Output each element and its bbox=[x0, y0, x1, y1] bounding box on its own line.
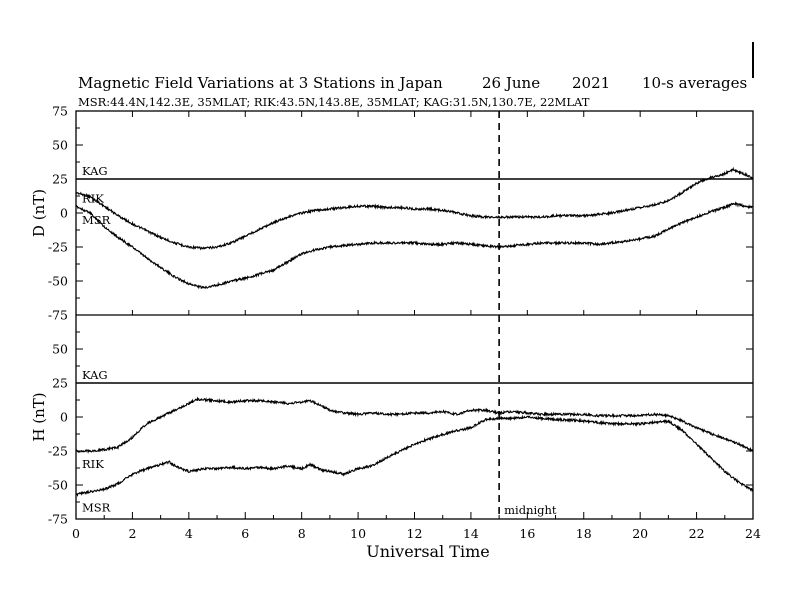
y-tick-label: 75 bbox=[52, 104, 68, 119]
y-axis-label-h: H (nT) bbox=[30, 392, 48, 441]
y-axis-label-d: D (nT) bbox=[30, 189, 48, 237]
series-line-msr-h bbox=[75, 414, 754, 497]
x-tick-label: 24 bbox=[745, 526, 761, 541]
y-tick-label: 50 bbox=[52, 138, 68, 153]
y-tick-label: -25 bbox=[48, 444, 68, 459]
x-tick-label: 14 bbox=[463, 526, 479, 541]
chart-title: Magnetic Field Variations at 3 Stations … bbox=[78, 74, 443, 92]
stations-info: MSR:44.4N,142.3E, 35MLAT; RIK:43.5N,143.… bbox=[78, 95, 590, 109]
y-tick-label: -50 bbox=[48, 274, 68, 289]
x-tick-label: 16 bbox=[519, 526, 535, 541]
midnight-label: midnight bbox=[504, 503, 557, 517]
y-tick-label: -50 bbox=[48, 478, 68, 493]
y-tick-label: -25 bbox=[48, 240, 68, 255]
x-tick-label: 10 bbox=[350, 526, 366, 541]
x-axis-label: Universal Time bbox=[366, 542, 489, 561]
series-label-msr: MSR bbox=[82, 501, 111, 515]
series-line-rik-d bbox=[75, 166, 754, 251]
x-tick-label: 8 bbox=[298, 526, 306, 541]
series-label-rik: RIK bbox=[82, 457, 104, 471]
series-line-rik-h bbox=[75, 396, 754, 454]
chart-averaging: 10-s averages bbox=[642, 74, 747, 92]
x-tick-label: 0 bbox=[72, 526, 80, 541]
chart-date: 26 June bbox=[482, 74, 540, 92]
y-tick-label: -75 bbox=[48, 512, 68, 527]
chart-year: 2021 bbox=[572, 74, 610, 92]
axis-ticks: 0 2 4 6 8 10 12 14 16 18 20 22 247550250-25-50-75502… bbox=[48, 104, 761, 542]
y-tick-label: 25 bbox=[52, 376, 68, 391]
y-tick-label: 50 bbox=[52, 342, 68, 357]
series-line-msr-d bbox=[75, 201, 754, 290]
y-tick-label: 25 bbox=[52, 172, 68, 187]
series-labels: KAG RIK MSR KAG RIK MSR bbox=[82, 164, 111, 515]
x-tick-label: 18 bbox=[576, 526, 592, 541]
series-label-kag: KAG bbox=[82, 368, 108, 382]
y-tick-label: 0 bbox=[60, 410, 68, 425]
series-lines bbox=[75, 166, 754, 497]
x-tick-label: 22 bbox=[689, 526, 705, 541]
x-tick-label: 6 bbox=[241, 526, 249, 541]
y-tick-label: 0 bbox=[60, 206, 68, 221]
y-tick-label: -75 bbox=[48, 308, 68, 323]
series-label-kag: KAG bbox=[82, 164, 108, 178]
series-label-rik: RIK bbox=[82, 192, 104, 206]
x-tick-label: 4 bbox=[185, 526, 193, 541]
series-label-msr: MSR bbox=[82, 213, 111, 227]
x-tick-label: 12 bbox=[407, 526, 423, 541]
x-tick-label: 2 bbox=[128, 526, 136, 541]
x-tick-label: 20 bbox=[632, 526, 648, 541]
